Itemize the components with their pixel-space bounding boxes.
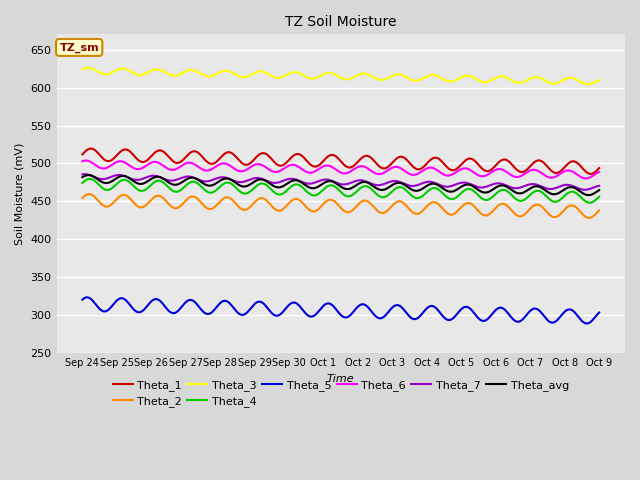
Line: Theta_avg: Theta_avg: [83, 175, 599, 195]
Line: Theta_3: Theta_3: [83, 68, 599, 84]
Theta_6: [346, 169, 353, 175]
Theta_6: [97, 165, 105, 171]
Theta_5: [583, 321, 591, 326]
Theta_3: [595, 77, 603, 83]
Theta_2: [97, 201, 105, 207]
Theta_3: [448, 78, 456, 84]
Theta_avg: [346, 186, 353, 192]
Theta_4: [85, 176, 93, 182]
Theta_2: [525, 207, 533, 213]
Theta_avg: [448, 189, 456, 194]
Theta_6: [594, 169, 602, 175]
Theta_1: [594, 167, 602, 172]
X-axis label: Time: Time: [327, 374, 355, 384]
Theta_4: [595, 194, 603, 200]
Theta_avg: [114, 175, 122, 180]
Theta_5: [97, 307, 105, 313]
Theta_2: [346, 209, 353, 215]
Theta_avg: [79, 174, 86, 180]
Line: Theta_5: Theta_5: [83, 298, 599, 324]
Theta_avg: [594, 188, 602, 194]
Theta_avg: [525, 186, 533, 192]
Theta_2: [595, 207, 603, 213]
Theta_3: [525, 76, 533, 82]
Theta_3: [594, 78, 602, 84]
Theta_6: [79, 158, 86, 164]
Theta_7: [79, 171, 86, 177]
Theta_7: [525, 181, 533, 187]
Theta_6: [582, 176, 589, 181]
Title: TZ Soil Moisture: TZ Soil Moisture: [285, 15, 397, 29]
Theta_3: [114, 67, 122, 72]
Theta_5: [83, 295, 90, 300]
Theta_4: [79, 180, 86, 186]
Theta_3: [584, 81, 592, 87]
Theta_1: [448, 168, 456, 173]
Theta_6: [448, 172, 456, 178]
Theta_6: [595, 169, 603, 175]
Theta_1: [595, 165, 603, 171]
Theta_1: [86, 145, 94, 151]
Theta_3: [346, 76, 353, 82]
Y-axis label: Soil Moisture (mV): Soil Moisture (mV): [15, 143, 25, 245]
Theta_4: [448, 196, 456, 202]
Theta_2: [79, 195, 86, 201]
Theta_5: [79, 297, 86, 302]
Theta_5: [346, 313, 353, 319]
Theta_1: [97, 154, 105, 159]
Theta_4: [594, 195, 602, 201]
Theta_4: [97, 184, 105, 190]
Theta_7: [594, 183, 602, 189]
Theta_5: [114, 297, 122, 303]
Legend: Theta_1, Theta_2, Theta_3, Theta_4, Theta_5, Theta_6, Theta_7, Theta_avg: Theta_1, Theta_2, Theta_3, Theta_4, Thet…: [108, 375, 573, 412]
Theta_2: [85, 191, 93, 197]
Line: Theta_2: Theta_2: [83, 194, 599, 218]
Theta_4: [114, 180, 122, 186]
Theta_4: [586, 200, 593, 205]
Theta_5: [595, 310, 603, 315]
Theta_7: [580, 187, 588, 192]
Theta_7: [595, 183, 603, 189]
Theta_5: [448, 316, 456, 322]
Line: Theta_6: Theta_6: [83, 160, 599, 179]
Theta_1: [79, 152, 86, 157]
Theta_2: [584, 215, 592, 221]
Theta_7: [114, 172, 122, 178]
Theta_avg: [595, 187, 603, 193]
Theta_6: [83, 157, 90, 163]
Theta_7: [448, 183, 456, 189]
Text: TZ_sm: TZ_sm: [60, 42, 99, 53]
Theta_6: [525, 168, 533, 174]
Theta_7: [346, 180, 353, 186]
Theta_2: [448, 212, 456, 217]
Theta_4: [525, 193, 533, 199]
Theta_5: [594, 311, 602, 317]
Theta_7: [97, 176, 105, 182]
Theta_6: [114, 159, 122, 165]
Theta_5: [525, 309, 533, 315]
Theta_1: [588, 171, 595, 177]
Theta_avg: [85, 172, 93, 178]
Line: Theta_4: Theta_4: [83, 179, 599, 203]
Theta_1: [525, 165, 533, 170]
Theta_2: [594, 209, 602, 215]
Theta_avg: [97, 179, 105, 184]
Theta_1: [114, 152, 122, 157]
Theta_4: [346, 193, 353, 199]
Theta_3: [97, 71, 105, 76]
Theta_avg: [584, 192, 592, 198]
Theta_1: [346, 165, 353, 170]
Theta_3: [79, 66, 86, 72]
Theta_2: [114, 195, 122, 201]
Theta_3: [84, 65, 92, 71]
Line: Theta_1: Theta_1: [83, 148, 599, 174]
Line: Theta_7: Theta_7: [83, 174, 599, 190]
Theta_7: [81, 171, 89, 177]
